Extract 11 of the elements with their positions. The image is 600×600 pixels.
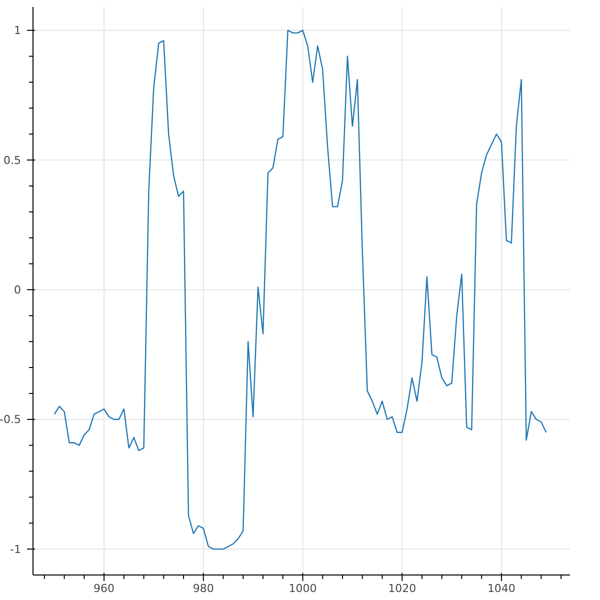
y-tick-label: -1	[10, 542, 21, 556]
y-tick-label: -0.5	[0, 413, 21, 426]
x-tick-label: 1020	[388, 582, 416, 595]
line-series	[54, 30, 547, 550]
y-tick-label: 1	[14, 24, 21, 38]
y-tick-label: 0	[14, 284, 21, 297]
x-tick-label: 1040	[487, 582, 516, 595]
x-tick-label: 1000	[288, 582, 317, 595]
y-tick-label: 0.5	[4, 154, 21, 167]
x-tick-label: 980	[192, 582, 214, 595]
x-tick-label: 960	[94, 582, 115, 595]
